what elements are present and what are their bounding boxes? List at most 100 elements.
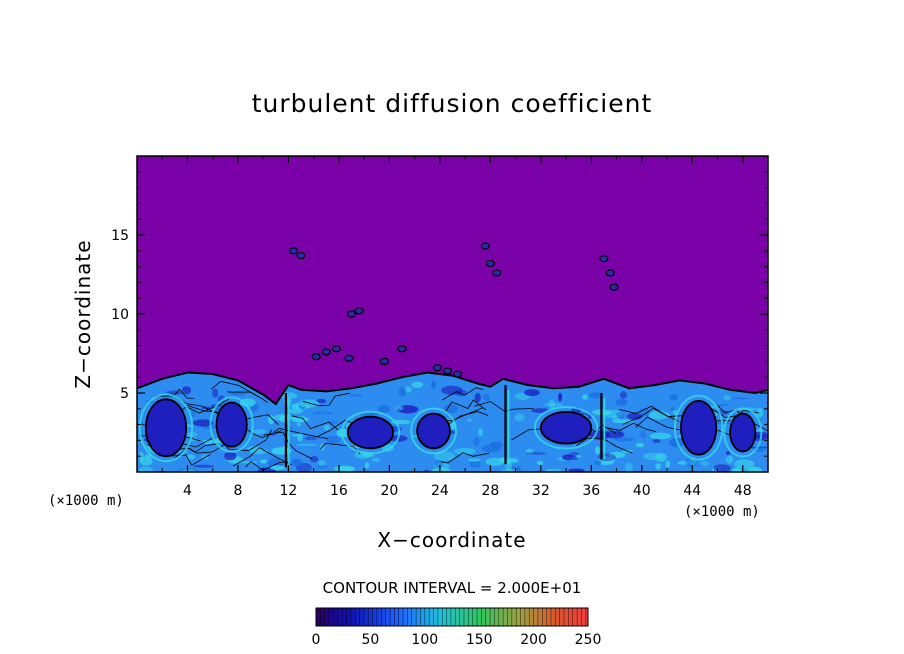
x-tick-label: 28 <box>481 483 499 499</box>
texture-patch <box>665 460 670 469</box>
x-tick-label: 48 <box>734 483 752 499</box>
eddy-ring <box>673 394 724 461</box>
turbulent-blob <box>346 310 357 318</box>
texture-patch <box>186 454 195 460</box>
contour-line <box>291 415 339 431</box>
y-tick-label: 15 <box>111 228 129 244</box>
eddy-core <box>215 401 248 448</box>
texture-patch <box>164 390 185 395</box>
eddy-ring <box>410 407 457 455</box>
texture-patch <box>669 394 678 401</box>
texture-patch <box>318 460 326 466</box>
x-unit-right: (×1000 m) <box>684 504 760 520</box>
texture-patch <box>298 399 320 408</box>
colorbar: 0 50 100 150 200 250 <box>312 607 602 648</box>
texture-patch <box>568 468 585 472</box>
texture-patch <box>283 398 292 406</box>
contour-line <box>302 392 350 407</box>
texture-patch <box>649 432 672 440</box>
texture-patch <box>701 460 709 466</box>
texture-patch <box>582 394 588 400</box>
x-tick-label: 24 <box>431 483 449 499</box>
colorbar-tick-label: 0 <box>312 632 321 648</box>
texture-patch <box>478 428 483 437</box>
eddy-core <box>539 411 593 445</box>
y-tick-label: 5 <box>120 386 129 402</box>
texture-patch <box>193 464 215 468</box>
x-tick-label: 32 <box>532 483 550 499</box>
colorbar-ticks: 0 50 100 150 200 250 <box>312 632 602 648</box>
texture-patch <box>635 442 645 448</box>
texture-patch <box>192 419 214 427</box>
texture-patch <box>395 405 404 411</box>
boundary-layer-contour <box>137 371 768 406</box>
texture-patch <box>576 454 581 459</box>
texture-patch <box>516 466 521 472</box>
turbulent-blob <box>296 251 306 260</box>
texture-patch <box>378 404 390 414</box>
eddy-core <box>346 415 395 450</box>
texture-patch <box>296 443 316 447</box>
texture-patch <box>297 433 303 442</box>
contour-interval-label: CONTOUR INTERVAL = 2.000E+01 <box>323 579 582 597</box>
texture-patch <box>348 394 363 397</box>
contour-line <box>440 452 489 464</box>
turbulent-blob <box>492 269 502 277</box>
texture-patch <box>398 386 407 397</box>
x-tick-label: 20 <box>380 483 398 499</box>
texture-patch <box>291 458 302 467</box>
texture-patch <box>326 435 340 444</box>
contour-line <box>442 387 484 401</box>
texture-patch <box>411 381 424 388</box>
eddy-core <box>680 400 718 456</box>
y-axis-label: Z−coordinate <box>71 239 95 388</box>
texture-patch <box>725 455 734 464</box>
texture-patch <box>316 398 327 404</box>
texture-patch <box>548 399 556 410</box>
turbulent-blob <box>432 364 442 372</box>
texture-patch <box>616 431 623 436</box>
texture-patch <box>524 389 540 397</box>
colorbar-tick-label: 50 <box>361 632 379 648</box>
texture-patch <box>652 439 661 443</box>
texture-patch <box>713 421 735 425</box>
texture-patch <box>212 388 219 398</box>
contour-line <box>166 453 211 466</box>
texture-patch <box>250 429 267 434</box>
turbulent-blob <box>480 242 490 250</box>
x-tick-label: 44 <box>683 483 701 499</box>
eddy-ring <box>533 405 599 450</box>
texture-patch <box>597 453 616 462</box>
texture-patch <box>431 380 436 390</box>
y-tick-label: 10 <box>111 307 129 323</box>
texture-patch <box>514 413 525 422</box>
texture-patch <box>655 452 667 462</box>
updraft-streaks <box>284 385 606 468</box>
texture-patch <box>371 457 381 462</box>
x-tick-label: 36 <box>582 483 600 499</box>
texture-patch <box>202 439 214 444</box>
texture-patch <box>551 468 562 472</box>
contour-line <box>444 399 487 413</box>
turbulent-blob <box>397 345 407 353</box>
texture-patch <box>655 463 662 470</box>
contour-line <box>622 407 679 425</box>
x-tick-label: 12 <box>280 483 298 499</box>
eddy-ring <box>138 393 194 463</box>
texture-patch <box>324 424 330 431</box>
texture-patch <box>544 403 564 407</box>
texture-patch <box>138 466 153 472</box>
turbulent-blob <box>311 353 321 361</box>
contour-line <box>172 441 230 454</box>
texture-patch <box>364 461 370 469</box>
turbulent-blob <box>599 255 609 263</box>
turbulent-blob <box>331 345 341 353</box>
contour-line <box>154 388 195 399</box>
contour-line <box>273 427 328 439</box>
texture-patch <box>562 454 574 461</box>
eddy-core <box>144 398 188 458</box>
texture-patch <box>191 410 196 417</box>
colorbar-levels <box>315 608 587 626</box>
colorbar-tick-label: 150 <box>466 632 493 648</box>
